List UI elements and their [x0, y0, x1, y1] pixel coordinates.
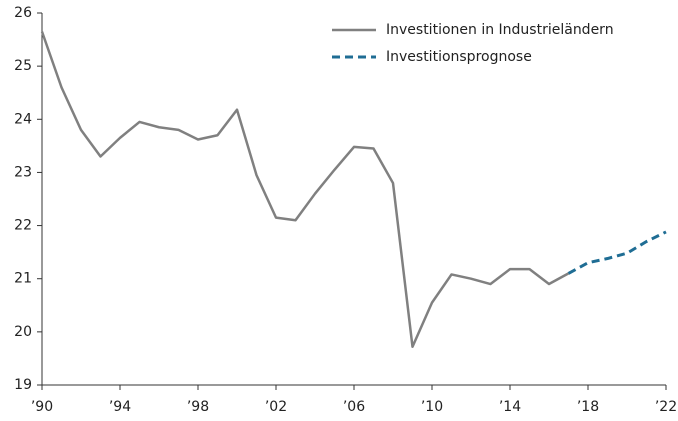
series-line [40, 31, 570, 348]
x-tick-label: ’06 [343, 399, 365, 415]
y-tick-label: 22 [14, 218, 32, 234]
y-tick-label: 21 [14, 271, 32, 287]
legend-label: Investitionen in Industrieländern [386, 22, 614, 38]
x-tick-label: ’90 [31, 399, 53, 415]
y-tick-label: 19 [14, 377, 32, 393]
x-tick-label: ’10 [421, 399, 443, 415]
x-tick-label: ’02 [265, 399, 287, 415]
x-tick-label: ’18 [577, 399, 599, 415]
y-tick-label: 20 [14, 324, 32, 340]
legend-label: Investitionsprognose [386, 49, 532, 65]
x-tick-label: ’14 [499, 399, 521, 415]
y-tick-label: 23 [14, 164, 32, 180]
x-tick-label: ’22 [655, 399, 677, 415]
y-tick-label: 25 [14, 58, 32, 74]
y-tick-label: 24 [14, 111, 32, 127]
series-line [567, 230, 667, 275]
x-tick-label: ’98 [187, 399, 209, 415]
y-tick-label: 26 [14, 5, 32, 21]
x-tick-label: ’94 [109, 399, 131, 415]
